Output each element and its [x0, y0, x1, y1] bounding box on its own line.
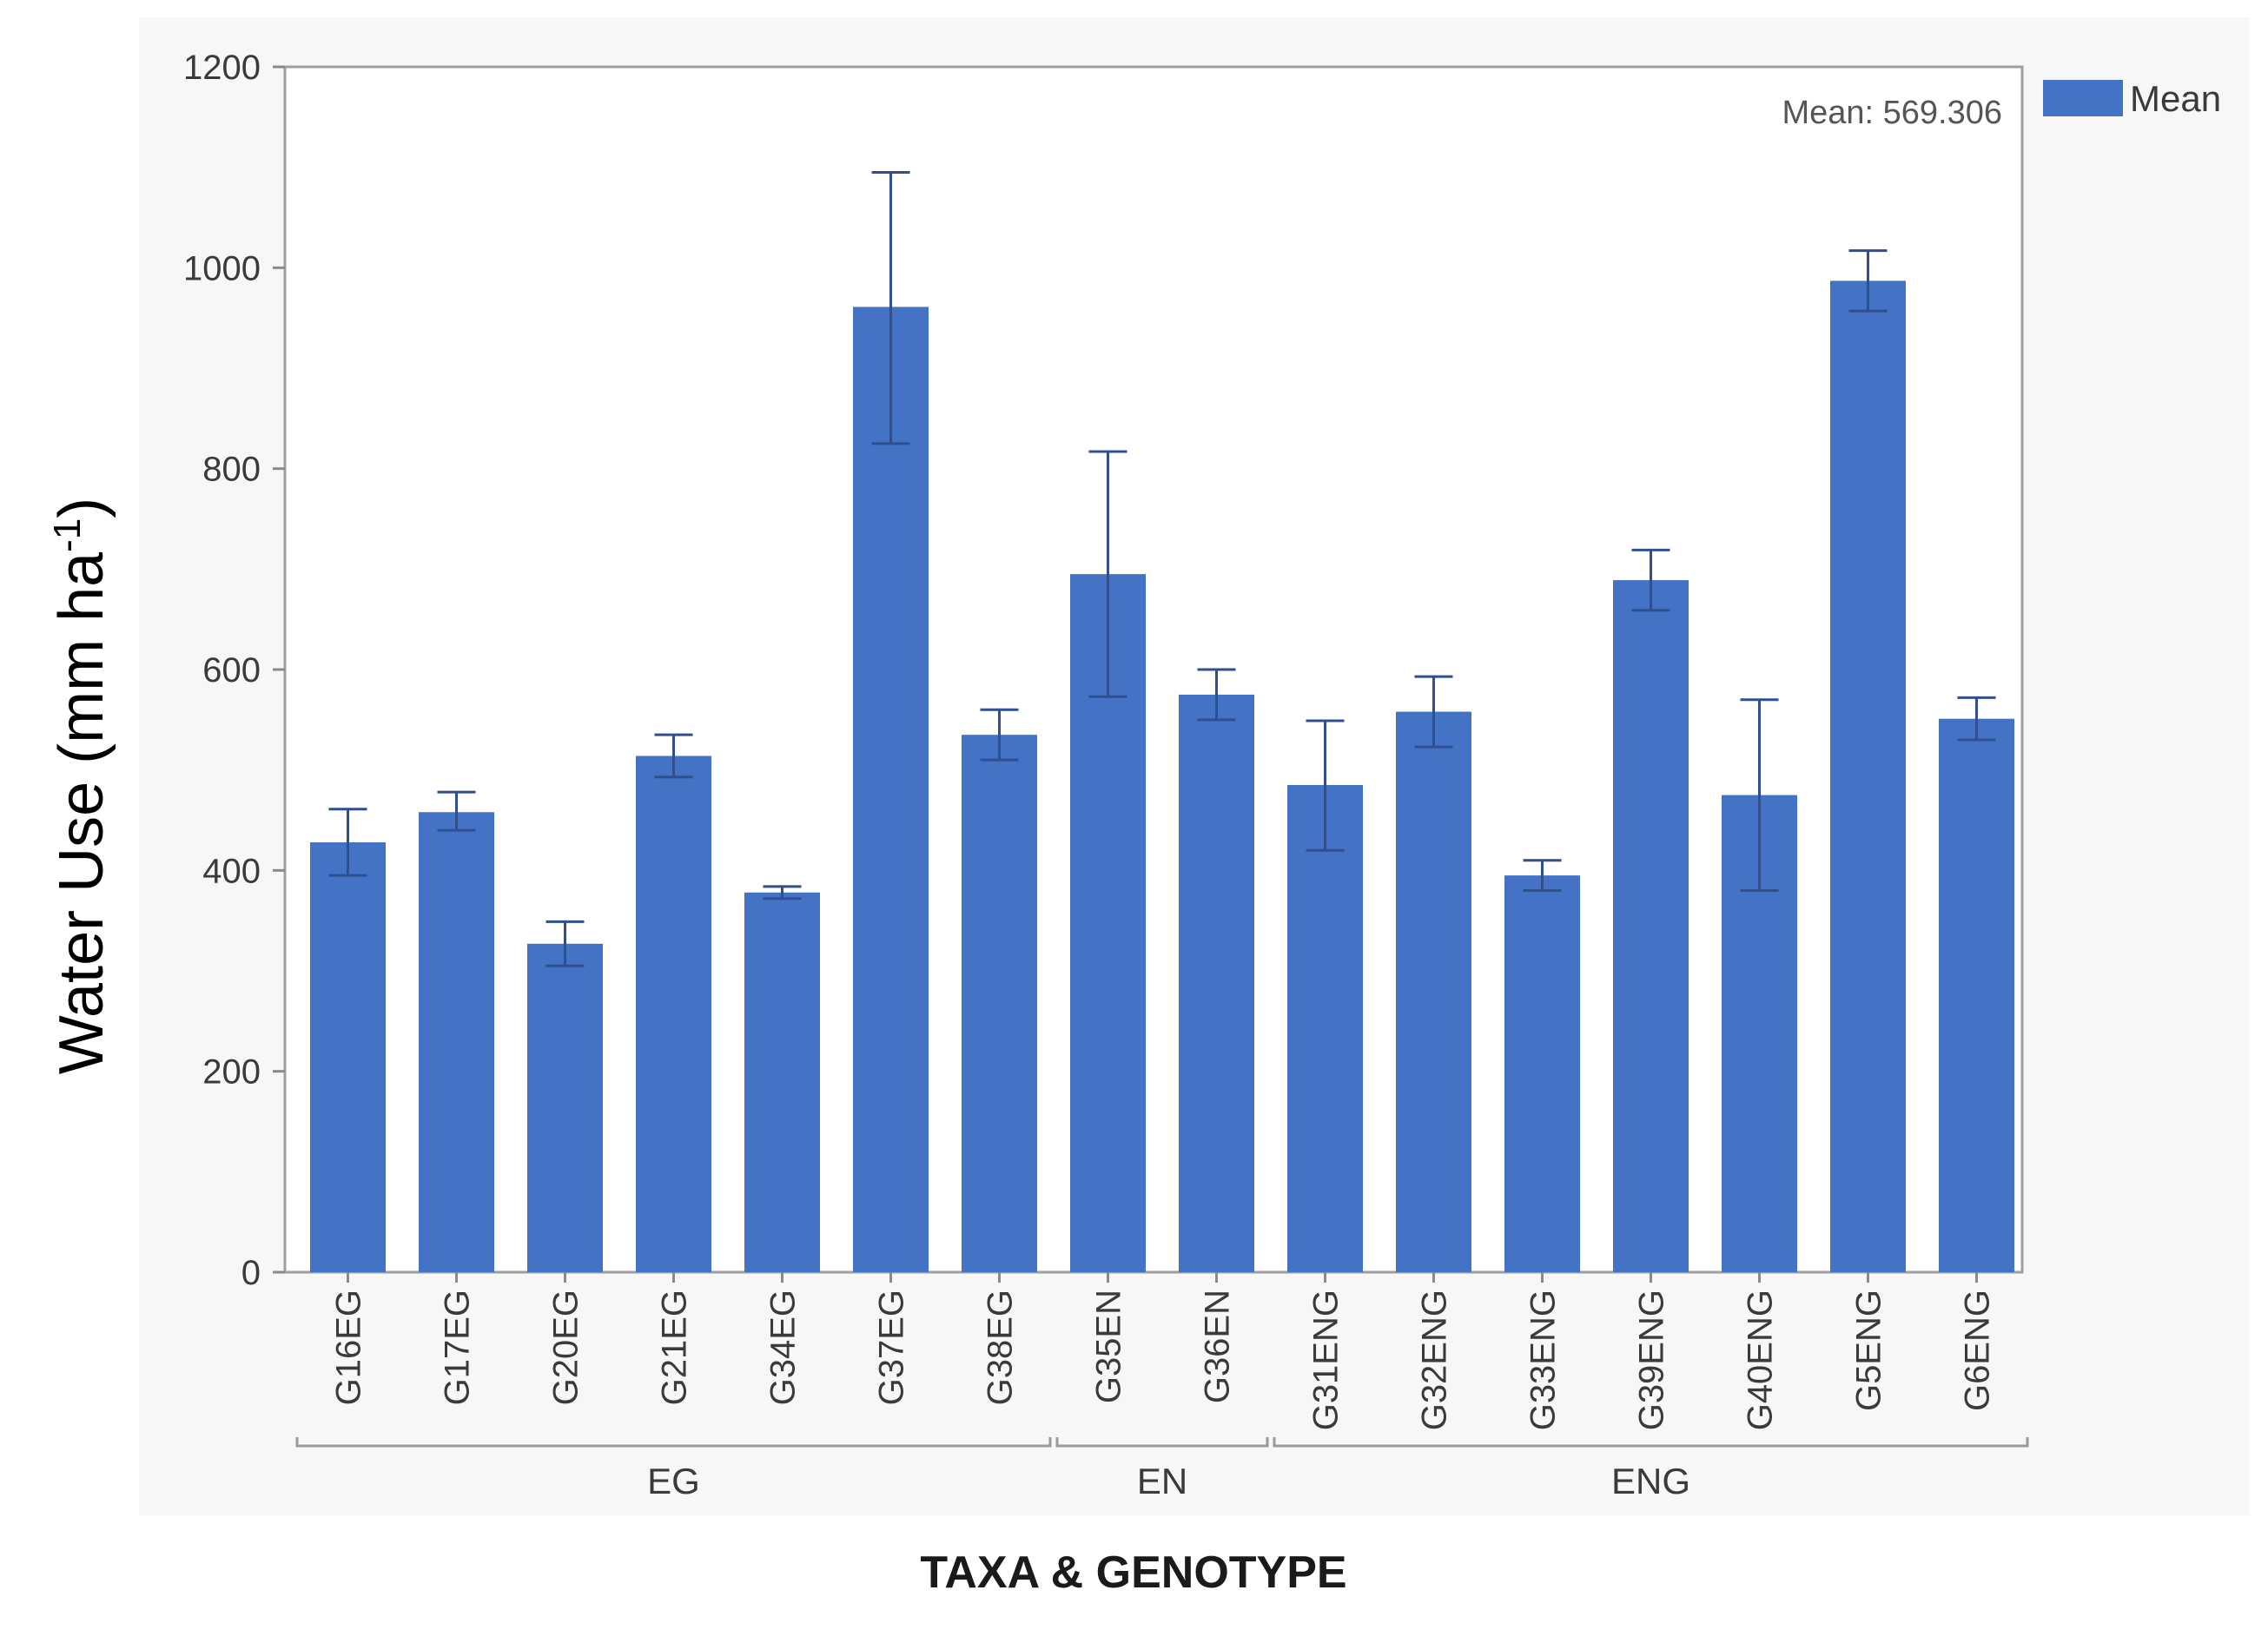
- bar-G34EG: [744, 892, 820, 1272]
- error-bar-G34EG: [763, 885, 802, 901]
- bar-G37EG: [853, 307, 929, 1272]
- x-tick-label-G21EG: G21EG: [656, 1290, 694, 1405]
- x-tick-label-G40ENG: G40ENG: [1742, 1290, 1780, 1430]
- bar-G31ENG: [1287, 785, 1363, 1272]
- y-axis: 0 200 400 600 800 1000 1200: [183, 49, 285, 1292]
- bar-G16EG: [310, 841, 386, 1272]
- bar-G21EG: [636, 756, 711, 1272]
- bar-G5ENG: [1830, 280, 1906, 1272]
- x-tick-label-G37EG: G37EG: [873, 1290, 911, 1405]
- bar-G33ENG: [1504, 875, 1580, 1272]
- error-bar-G20EG: [546, 920, 585, 967]
- group-label: EN: [1137, 1461, 1187, 1501]
- bar-series-mean: [310, 280, 2014, 1272]
- error-bar-G6ENG: [1957, 696, 1996, 742]
- error-bar-G38EG: [980, 708, 1019, 762]
- category-groups: EG EN ENG: [295, 1437, 2029, 1501]
- error-bar-G40ENG: [1740, 698, 1779, 892]
- error-bars: [328, 170, 1996, 967]
- x-tick-label-G31ENG: G31ENG: [1307, 1290, 1346, 1430]
- x-tick-label-G5ENG: G5ENG: [1850, 1290, 1888, 1411]
- error-bar-G37EG: [871, 170, 910, 445]
- x-tick-label-G6ENG: G6ENG: [1959, 1290, 1997, 1411]
- group-EN: EN: [1055, 1437, 1269, 1501]
- bar-G6ENG: [1939, 718, 2014, 1272]
- error-bar-G16EG: [328, 808, 367, 877]
- y-tick-label: 800: [202, 451, 261, 489]
- bar-G36EN: [1179, 694, 1254, 1272]
- y-tick-label: 1000: [183, 249, 261, 287]
- group-label: ENG: [1611, 1461, 1690, 1501]
- y-tick-label: 1200: [183, 49, 261, 87]
- group-bracket: [1055, 1437, 1269, 1448]
- x-tick-label-G34EG: G34EG: [764, 1290, 803, 1405]
- x-tick-label-G17EG: G17EG: [439, 1290, 477, 1405]
- group-bracket: [1273, 1437, 2029, 1448]
- group-EG: EG: [295, 1437, 1052, 1501]
- error-bar-G17EG: [437, 790, 476, 832]
- y-axis-title-main: Water Use (mm ha: [47, 551, 116, 1074]
- bar-G32ENG: [1396, 711, 1471, 1272]
- y-axis-title-close: ): [47, 498, 116, 518]
- error-bar-G32ENG: [1414, 675, 1453, 749]
- error-bar-G39ENG: [1631, 548, 1670, 612]
- x-axis-title: TAXA & GENOTYPE: [920, 1547, 1346, 1598]
- x-tick-label-G39ENG: G39ENG: [1633, 1290, 1671, 1430]
- y-tick-label: 400: [202, 852, 261, 890]
- y-axis-title-superscript: -1: [46, 518, 89, 552]
- error-bar-G31ENG: [1306, 719, 1345, 852]
- x-tick-label-G38EG: G38EG: [982, 1290, 1020, 1405]
- legend-swatch-mean: [2043, 80, 2123, 116]
- legend-label-mean: Mean: [2130, 78, 2221, 119]
- x-tick-label-G16EG: G16EG: [330, 1290, 368, 1405]
- error-bar-G36EN: [1197, 668, 1236, 722]
- y-tick-label: 0: [241, 1254, 261, 1292]
- x-tick-label-G35EN: G35EN: [1090, 1290, 1128, 1403]
- reference-mean-label: Mean: 569.306: [1782, 95, 2002, 131]
- y-axis-title: Water Use (mm ha-1): [46, 498, 116, 1075]
- legend: Mean: [2043, 78, 2221, 119]
- error-bar-G5ENG: [1848, 249, 1888, 313]
- x-tick-label-G32ENG: G32ENG: [1416, 1290, 1454, 1430]
- y-tick-label: 200: [202, 1053, 261, 1092]
- error-bar-G21EG: [654, 733, 693, 779]
- bar-G38EG: [962, 735, 1037, 1272]
- y-tick-label: 600: [202, 651, 261, 690]
- x-axis: G16EG G17EG G20EG G21EG G34EG G37EG G38EG G35EN…: [330, 1272, 1997, 1430]
- group-ENG: ENG: [1273, 1437, 2029, 1501]
- group-bracket: [295, 1437, 1052, 1448]
- bar-G39ENG: [1613, 580, 1689, 1272]
- error-bar-G33ENG: [1523, 859, 1562, 892]
- x-tick-label-G36EN: G36EN: [1199, 1290, 1237, 1403]
- x-tick-label-G20EG: G20EG: [547, 1290, 585, 1405]
- bar-G20EG: [527, 943, 603, 1272]
- error-bar-G35EN: [1088, 450, 1127, 698]
- bar-G17EG: [419, 812, 494, 1272]
- group-label: EG: [647, 1461, 700, 1501]
- x-tick-label-G33ENG: G33ENG: [1524, 1290, 1563, 1430]
